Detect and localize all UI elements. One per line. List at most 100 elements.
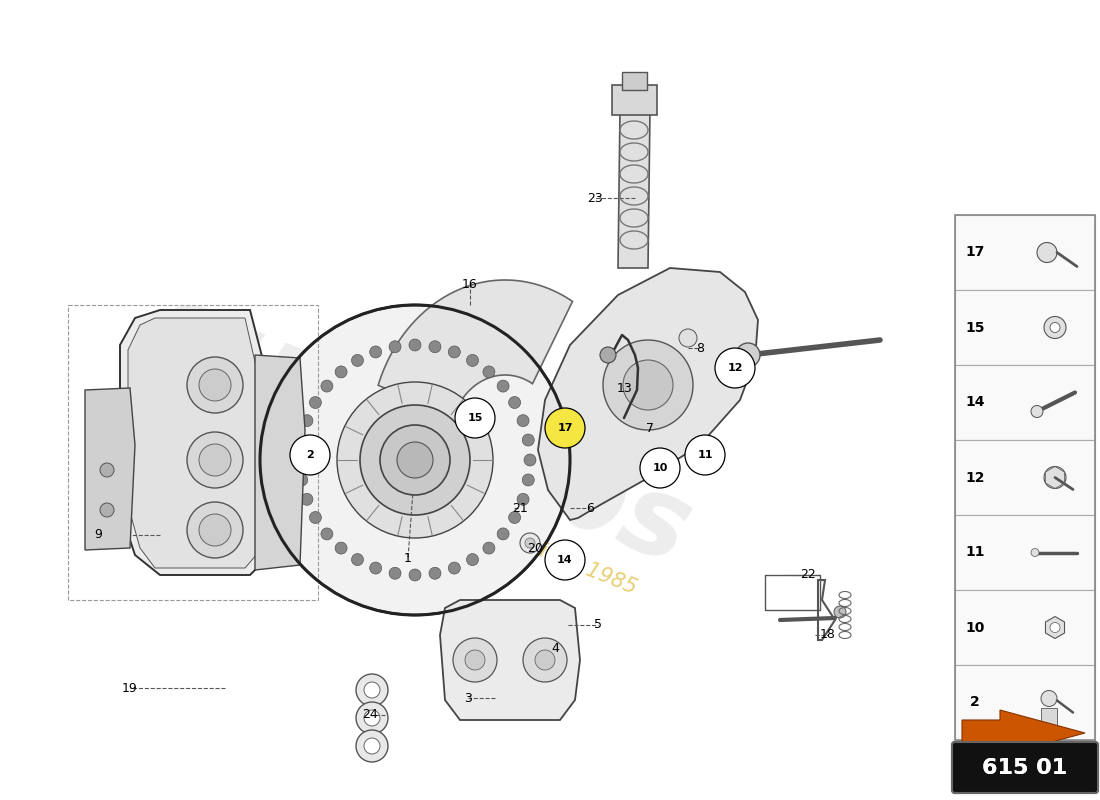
Text: 615 01: 615 01 [982,758,1068,778]
Circle shape [455,398,495,438]
Text: 16: 16 [462,278,477,291]
Text: 14: 14 [966,395,984,410]
Polygon shape [120,310,270,575]
Text: 15: 15 [468,413,483,423]
Text: 21: 21 [513,502,528,514]
Circle shape [1041,690,1057,706]
Circle shape [508,511,520,523]
Circle shape [522,474,535,486]
Circle shape [296,474,308,486]
Circle shape [309,397,321,409]
Bar [955,515,1094,590]
Circle shape [524,454,536,466]
Circle shape [301,494,312,506]
Circle shape [685,435,725,475]
Text: 7: 7 [646,422,654,434]
Text: 10: 10 [652,463,668,473]
Circle shape [679,329,697,347]
Circle shape [301,414,312,426]
Circle shape [356,730,388,762]
Text: 14: 14 [558,555,573,565]
Circle shape [389,567,402,579]
Text: 15: 15 [966,321,984,334]
Bar [955,665,1094,740]
Bar [955,440,1094,515]
Bar [955,590,1094,665]
Circle shape [309,511,321,523]
Circle shape [1031,549,1040,557]
Circle shape [453,638,497,682]
Text: 2: 2 [306,450,313,460]
Text: 1: 1 [404,551,411,565]
Circle shape [187,502,243,558]
Circle shape [483,366,495,378]
Bar [955,215,1094,740]
Bar [955,365,1094,440]
Text: 615 01: 615 01 [982,758,1068,778]
Circle shape [336,366,348,378]
Text: 12: 12 [727,363,742,373]
Circle shape [336,542,348,554]
Polygon shape [378,280,572,418]
Circle shape [544,540,585,580]
Circle shape [409,339,421,351]
Circle shape [1050,322,1060,333]
Circle shape [522,434,535,446]
Circle shape [429,341,441,353]
Circle shape [321,528,333,540]
Circle shape [100,463,114,477]
Circle shape [379,425,450,495]
Circle shape [522,638,566,682]
Bar [621,72,647,90]
Circle shape [544,408,585,448]
Text: 24: 24 [362,709,378,722]
Circle shape [321,380,333,392]
Circle shape [356,674,388,706]
Circle shape [360,405,470,515]
Text: eu-lamps: eu-lamps [133,273,706,587]
Circle shape [449,562,460,574]
Bar [612,85,657,115]
Bar [68,305,318,600]
Text: 11: 11 [697,450,713,460]
Text: 22: 22 [800,569,816,582]
Circle shape [364,738,380,754]
Circle shape [497,528,509,540]
Circle shape [1050,622,1060,633]
Circle shape [260,305,570,615]
Text: 4: 4 [551,642,559,654]
Circle shape [603,340,693,430]
Circle shape [352,554,363,566]
Circle shape [483,542,495,554]
Circle shape [449,346,460,358]
Circle shape [1031,406,1043,418]
Polygon shape [962,710,1085,756]
Text: 11: 11 [966,546,984,559]
Text: 18: 18 [821,629,836,642]
Circle shape [296,434,308,446]
Circle shape [535,650,556,670]
Circle shape [525,538,535,548]
Circle shape [370,346,382,358]
Circle shape [1037,242,1057,262]
Circle shape [466,554,478,566]
Circle shape [715,348,755,388]
Circle shape [370,562,382,574]
Circle shape [364,710,380,726]
Circle shape [465,650,485,670]
Circle shape [834,606,846,618]
Circle shape [199,444,231,476]
FancyBboxPatch shape [952,742,1098,793]
Circle shape [187,432,243,488]
Text: 5: 5 [594,618,602,631]
Circle shape [294,454,306,466]
Circle shape [466,354,478,366]
Text: 6: 6 [586,502,594,514]
Polygon shape [128,318,263,568]
Circle shape [100,503,114,517]
Circle shape [497,380,509,392]
Circle shape [389,341,402,353]
Text: 9: 9 [95,529,102,542]
Circle shape [364,682,380,698]
Text: 19: 19 [122,682,138,694]
